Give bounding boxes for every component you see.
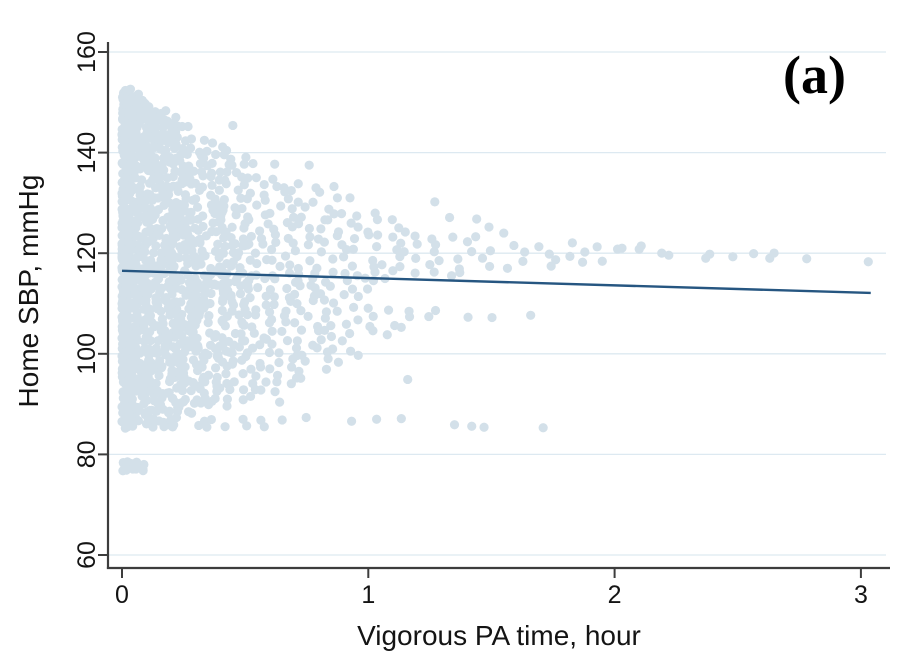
axes-layer: 60 80 100 120 140 160 0 1 2 3 — [73, 31, 890, 609]
y-tick-label: 100 — [73, 333, 101, 375]
fit-line — [121, 269, 871, 295]
x-axis-title: Vigorous PA time, hour — [357, 620, 641, 651]
panel-label: (a) — [783, 45, 846, 105]
y-tick-label: 160 — [73, 31, 101, 73]
scatter-points-layer — [117, 84, 873, 476]
x-tick-label: 2 — [608, 581, 622, 609]
y-tick-label: 140 — [73, 132, 101, 174]
y-tick-label: 60 — [73, 541, 101, 569]
x-tick-label: 3 — [854, 581, 868, 609]
y-axis-title: Home SBP, mmHg — [13, 174, 44, 408]
x-tick-label: 0 — [115, 581, 129, 609]
y-tick-label: 80 — [73, 440, 101, 468]
y-tick-label: 120 — [73, 232, 101, 274]
fit-line-layer — [121, 269, 871, 295]
x-tick-label: 1 — [361, 581, 375, 609]
